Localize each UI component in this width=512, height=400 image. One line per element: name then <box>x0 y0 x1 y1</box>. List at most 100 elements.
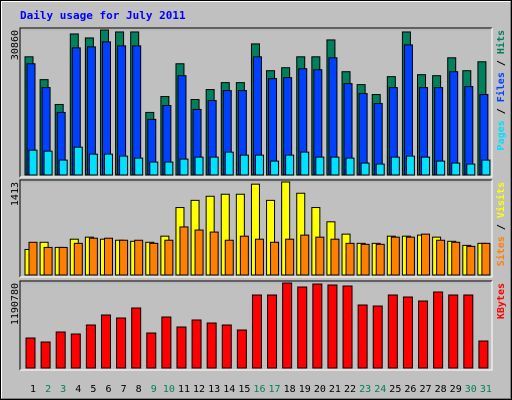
bar <box>300 234 310 276</box>
x-tick-label: 31 <box>480 384 492 395</box>
x-tick-label: 6 <box>105 384 111 395</box>
y-tick-label: 1413 <box>10 182 21 206</box>
bar <box>481 242 491 276</box>
bar <box>436 239 446 276</box>
x-tick-label: 8 <box>136 384 142 395</box>
bar <box>85 324 96 369</box>
legend-entry: Files <box>495 72 507 102</box>
bar <box>164 161 174 176</box>
bar <box>345 242 355 276</box>
legend-separator: / <box>496 102 507 120</box>
bar <box>134 157 144 176</box>
x-tick-label: 21 <box>329 384 341 395</box>
bar <box>481 159 491 176</box>
x-tick-label: 30 <box>465 384 477 395</box>
x-tick-label: 4 <box>75 384 81 395</box>
x-tick-label: 19 <box>299 384 311 395</box>
bar <box>372 305 383 369</box>
x-tick-label: 1 <box>30 384 36 395</box>
bar <box>251 294 262 369</box>
x-tick-label: 22 <box>344 384 356 395</box>
bar <box>448 294 459 369</box>
bar <box>405 236 415 276</box>
bar <box>40 341 51 369</box>
bar <box>221 324 232 369</box>
bar <box>194 229 204 276</box>
bar <box>390 156 400 176</box>
bar <box>149 161 159 176</box>
bar <box>345 157 355 176</box>
x-tick-label: 7 <box>121 384 127 395</box>
legend: Sites / Visits <box>495 182 507 266</box>
bar <box>433 291 444 369</box>
bar <box>449 71 459 176</box>
legend: KBytes <box>496 283 507 319</box>
bar <box>418 300 429 369</box>
x-tick-label: 5 <box>90 384 96 395</box>
bar <box>375 243 385 276</box>
panel-bevel-dark <box>19 27 492 177</box>
bar <box>282 282 293 369</box>
bar <box>58 159 68 176</box>
x-tick-label: 18 <box>284 384 296 395</box>
bar <box>88 153 98 176</box>
bar <box>421 233 431 276</box>
x-tick-label: 25 <box>389 384 401 395</box>
panel-bevel-dark <box>19 280 492 370</box>
legend: Pages / Files / Hits <box>495 30 507 150</box>
bar <box>464 86 474 176</box>
bar <box>254 238 264 276</box>
legend-separator: / <box>496 218 507 236</box>
bar <box>478 340 489 369</box>
bar <box>131 307 142 369</box>
x-tick-label: 10 <box>163 384 175 395</box>
bar <box>451 241 461 276</box>
x-tick-label: 15 <box>238 384 250 395</box>
bar <box>100 314 111 369</box>
bar <box>28 149 38 176</box>
bar <box>402 296 413 369</box>
x-tick-label: 28 <box>435 384 447 395</box>
chart-title: Daily usage for July 2011 <box>20 9 186 22</box>
x-tick-label: 11 <box>178 384 190 395</box>
x-tick-label: 29 <box>450 384 462 395</box>
bar <box>360 243 370 276</box>
bar <box>73 146 83 176</box>
bar <box>239 154 249 176</box>
legend-entry: Pages <box>496 120 507 150</box>
x-tick-label: 2 <box>45 384 51 395</box>
bar <box>330 238 340 276</box>
legend-entry: Sites <box>495 236 507 266</box>
bar <box>132 45 142 176</box>
bar <box>224 239 234 276</box>
panel-bevel-light <box>20 281 493 371</box>
bar <box>209 231 219 276</box>
bar <box>191 319 202 369</box>
bar <box>270 160 280 176</box>
bar <box>267 294 278 369</box>
x-tick-label: 23 <box>359 384 371 395</box>
bar <box>164 239 174 276</box>
bar <box>224 151 234 176</box>
x-tick-label: 14 <box>223 384 235 395</box>
x-tick-label: 24 <box>374 384 386 395</box>
bar <box>360 162 370 176</box>
bar <box>149 242 159 276</box>
x-tick-label: 20 <box>314 384 326 395</box>
bar <box>119 239 129 276</box>
bar <box>387 294 398 369</box>
bar <box>330 156 340 176</box>
x-tick-label: 9 <box>151 384 157 395</box>
bar <box>327 284 338 369</box>
bar <box>285 238 295 276</box>
bar <box>421 156 431 176</box>
bar <box>451 162 461 176</box>
bar <box>285 154 295 176</box>
bar <box>194 156 204 176</box>
bar <box>466 163 476 176</box>
bar <box>236 329 247 369</box>
bar <box>357 304 368 369</box>
bar <box>146 332 157 369</box>
legend-entry: KBytes <box>496 283 507 319</box>
